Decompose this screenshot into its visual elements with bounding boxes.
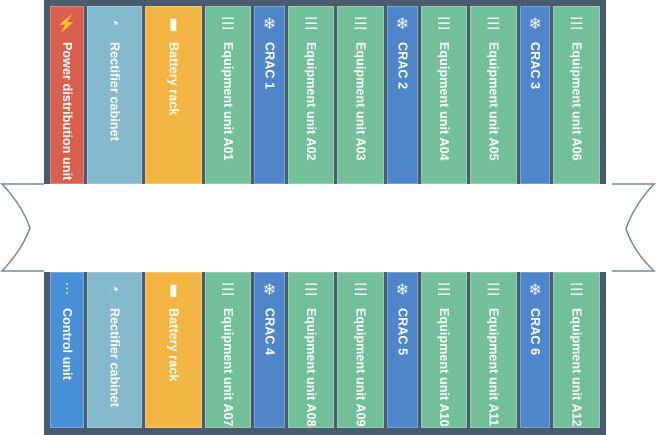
cabinet-label: Battery rack [166, 308, 181, 382]
cabinet-label: CRAC 1 [262, 42, 277, 90]
database-icon: ☰ [220, 16, 236, 33]
cabinet-equipment[interactable]: ☰ Equipment unit A06 [553, 6, 600, 184]
cabinet-equipment[interactable]: ☰ Equipment unit A10 [420, 272, 468, 428]
snowflake-icon: ❄ [395, 16, 409, 33]
cabinet-label: Equipment unit A11 [486, 308, 501, 427]
cabinet-label: Equipment unit A07 [220, 308, 235, 427]
database-icon: ☰ [353, 16, 368, 33]
cabinet-label: Equipment unit A04 [436, 42, 451, 161]
cabinet-label: CRAC 3 [528, 42, 543, 90]
gauge-icon: ◔ [109, 282, 120, 299]
database-icon: ☰ [486, 282, 501, 299]
cabinet-label: Equipment unit A01 [220, 42, 235, 161]
cabinet-label: Equipment unit A09 [353, 308, 368, 427]
cabinet-label: Rectifier cabinet [107, 308, 122, 407]
cabinet-equipment[interactable]: ☰ Equipment unit A05 [470, 6, 517, 184]
cabinet-battery[interactable]: ▮ Battery rack [145, 272, 202, 428]
snowflake-icon: ❄ [395, 282, 409, 299]
cabinet-label: Rectifier cabinet [107, 42, 122, 141]
cabinet-power[interactable]: ⚡ Power distribution unit [50, 6, 84, 184]
cabinet-label: CRAC 6 [528, 308, 543, 356]
snowflake-icon: ❄ [528, 282, 542, 299]
cabinet-equipment[interactable]: ☰ Equipment unit A12 [553, 272, 600, 428]
cabinet-equipment[interactable]: ☰ Equipment unit A04 [420, 6, 468, 184]
database-icon: ☰ [436, 282, 452, 299]
database-icon: ☰ [303, 16, 319, 33]
sliders-icon: ⫶ [64, 282, 69, 299]
cabinet-crac[interactable]: ❄ CRAC 5 [386, 272, 418, 428]
cabinet-label: Equipment unit A12 [569, 308, 584, 427]
cabinet-crac[interactable]: ❄ CRAC 4 [254, 272, 285, 428]
cabinet-label: Power distribution unit [59, 42, 74, 181]
database-icon: ☰ [569, 282, 584, 299]
cabinet-label: Equipment unit A06 [569, 42, 584, 161]
database-icon: ☰ [436, 16, 452, 33]
cabinet-label: CRAC 4 [262, 308, 277, 356]
cabinet-crac[interactable]: ❄ CRAC 1 [254, 6, 285, 184]
database-icon: ☰ [486, 16, 501, 33]
cabinet-label: CRAC 2 [395, 42, 410, 90]
lightning-icon: ⚡ [56, 16, 77, 33]
cabinet-label: Equipment unit A03 [353, 42, 368, 161]
cabinet-equipment[interactable]: ☰ Equipment unit A08 [287, 272, 335, 428]
cabinet-equipment[interactable]: ☰ Equipment unit A11 [470, 272, 517, 428]
cabinet-equipment[interactable]: ☰ Equipment unit A07 [204, 272, 252, 428]
cabinet-label: Control unit [59, 308, 74, 381]
cabinet-row-bottom: ⫶ Control unit ◔ Rectifier cabinet ▮ Battery … [44, 272, 606, 435]
gauge-icon: ◔ [109, 16, 120, 33]
cabinet-label: Equipment unit A08 [304, 308, 319, 427]
cabinet-equipment[interactable]: ☰ Equipment unit A02 [287, 6, 335, 184]
cabinet-label: Battery rack [166, 42, 181, 116]
battery-icon: ▮ [168, 16, 178, 33]
cabinet-control[interactable]: ⫶ Control unit [50, 272, 84, 428]
snowflake-icon: ❄ [528, 16, 542, 33]
database-icon: ☰ [353, 282, 368, 299]
database-icon: ☰ [303, 282, 319, 299]
cabinet-rectifier[interactable]: ◔ Rectifier cabinet [86, 6, 143, 184]
snowflake-icon: ❄ [262, 282, 277, 299]
cabinet-crac[interactable]: ❄ CRAC 3 [519, 6, 551, 184]
cabinet-rectifier[interactable]: ◔ Rectifier cabinet [86, 272, 143, 428]
cabinet-battery[interactable]: ▮ Battery rack [145, 6, 202, 184]
cabinet-label: CRAC 5 [395, 308, 410, 356]
cabinet-row-top: ⚡ Power distribution unit ◔ Rectifier cabin… [44, 0, 606, 184]
cabinet-label: Equipment unit A02 [304, 42, 319, 161]
cabinet-crac[interactable]: ❄ CRAC 6 [519, 272, 551, 428]
battery-icon: ▮ [168, 282, 178, 299]
cabinet-crac[interactable]: ❄ CRAC 2 [386, 6, 418, 184]
snowflake-icon: ❄ [262, 16, 277, 33]
database-icon: ☰ [220, 282, 236, 299]
cabinet-label: Equipment unit A10 [436, 308, 451, 427]
cabinet-equipment[interactable]: ☰ Equipment unit A01 [204, 6, 252, 184]
cabinet-equipment[interactable]: ☰ Equipment unit A09 [337, 272, 384, 428]
cabinet-equipment[interactable]: ☰ Equipment unit A03 [337, 6, 384, 184]
cabinet-label: Equipment unit A05 [486, 42, 501, 161]
database-icon: ☰ [569, 16, 584, 33]
